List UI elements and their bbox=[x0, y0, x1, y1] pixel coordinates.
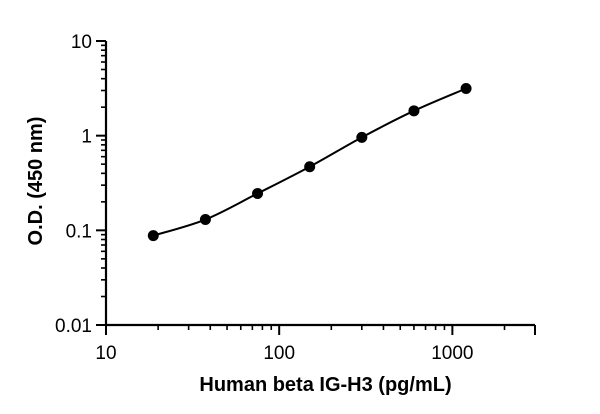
data-point bbox=[304, 161, 316, 173]
data-point bbox=[252, 187, 264, 199]
x-axis-title: Human beta IG-H3 (pg/mL) bbox=[199, 374, 451, 396]
data-points bbox=[147, 82, 472, 242]
y-axis: 0.01 0.1 1 10 bbox=[55, 32, 108, 337]
y-tick-label: 0.1 bbox=[66, 221, 92, 242]
data-point bbox=[147, 230, 159, 242]
data-point bbox=[460, 82, 472, 94]
plot-area bbox=[147, 82, 472, 242]
y-tick-label: 10 bbox=[71, 32, 92, 53]
x-tick-label: 100 bbox=[263, 343, 295, 364]
x-axis: 10 100 1000 bbox=[95, 323, 536, 364]
data-point bbox=[199, 214, 211, 226]
x-tick-label: 10 bbox=[95, 343, 116, 364]
x-tick-label: 1000 bbox=[431, 343, 473, 364]
y-ticks: 0.01 0.1 1 10 bbox=[55, 32, 106, 337]
y-axis-title: O.D. (450 nm) bbox=[25, 117, 47, 246]
data-point bbox=[356, 131, 368, 143]
y-tick-label: 1 bbox=[81, 127, 92, 148]
x-ticks: 10 100 1000 bbox=[95, 325, 536, 364]
y-tick-label: 0.01 bbox=[55, 316, 92, 337]
data-point bbox=[408, 105, 420, 117]
